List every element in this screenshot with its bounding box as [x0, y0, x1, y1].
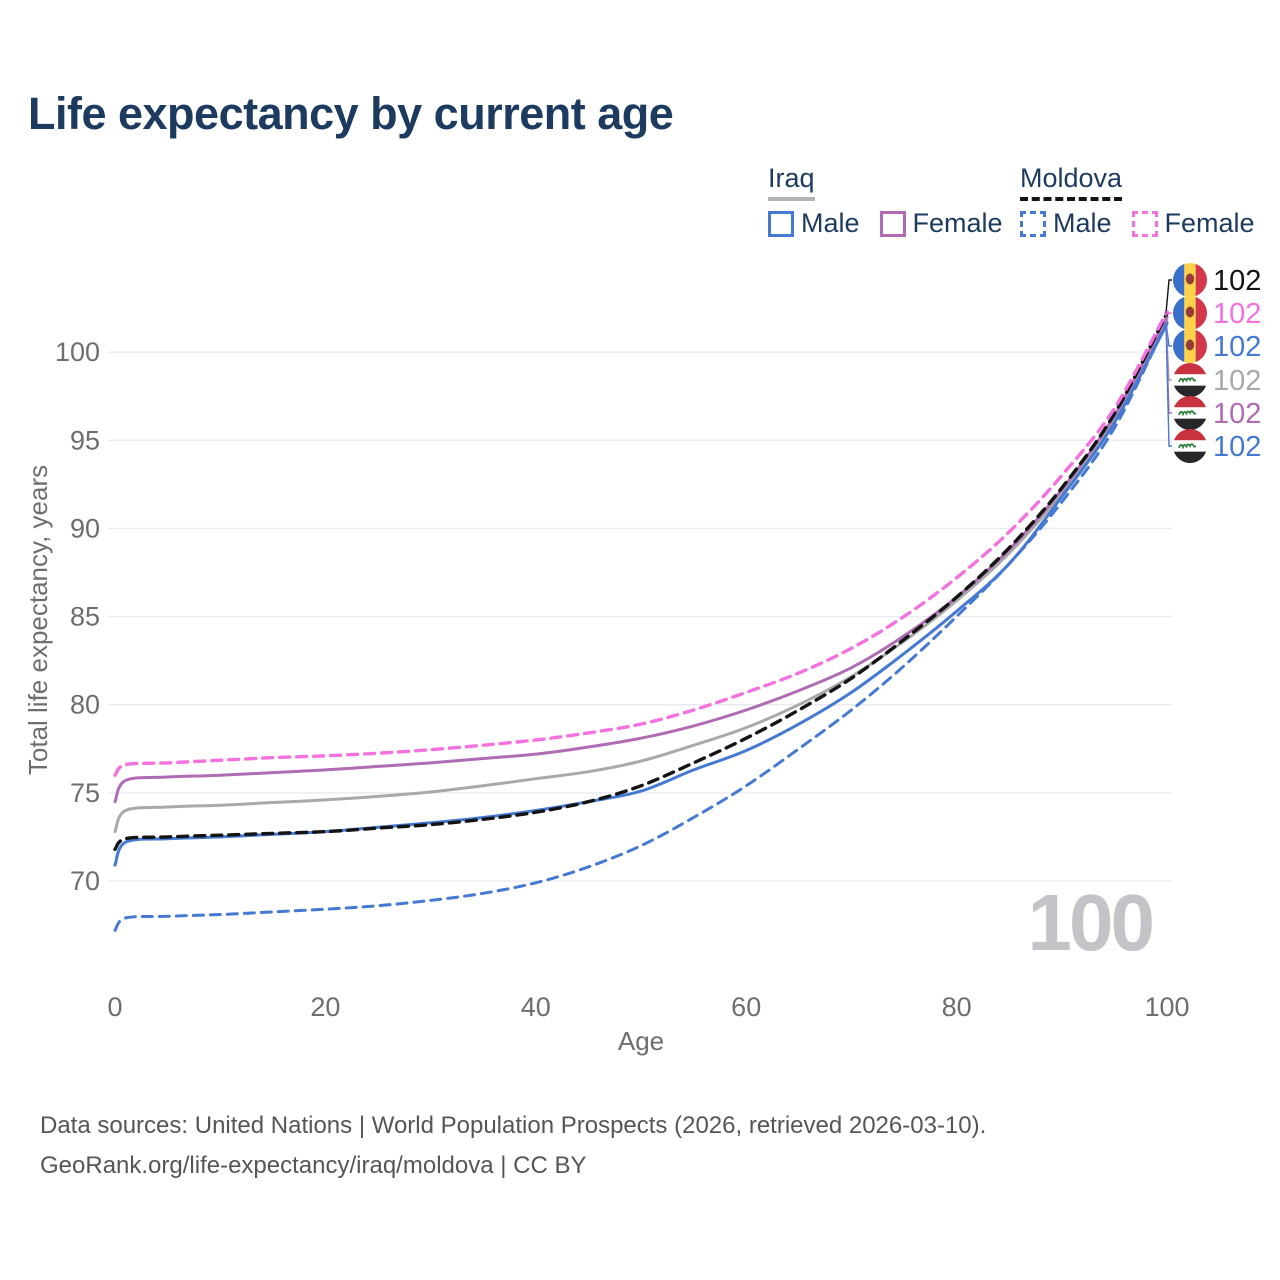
attribution-line: GeoRank.org/life-expectancy/iraq/moldova…	[40, 1152, 587, 1179]
series-line-iraq_female	[113, 315, 1169, 804]
legend-header-moldova: Moldova	[1020, 163, 1123, 201]
legend-item-label: Male	[801, 208, 860, 238]
series-line-moldova_female	[113, 309, 1169, 777]
end-label-value: 102	[1213, 265, 1261, 297]
series-line-moldova_male	[113, 320, 1169, 932]
legend-item-moldova-male[interactable]: Male	[1020, 208, 1112, 239]
legend-item-label: Female	[1164, 208, 1255, 238]
end-label-value: 102	[1213, 298, 1261, 330]
x-axis-ticks: 0 20 40 60 80 100	[107, 992, 1189, 1022]
iraq-flag-icon	[1173, 363, 1207, 397]
legend-item-label: Female	[912, 208, 1003, 238]
y-tick-label: 90	[70, 513, 100, 543]
leader-line-moldova_total	[1165, 279, 1172, 314]
y-tick-label: 75	[70, 778, 100, 808]
end-label-value: 102	[1213, 398, 1261, 430]
moldova-female-swatch-icon	[1131, 210, 1158, 237]
x-tick-label: 60	[731, 992, 761, 1022]
end-label-row-iraq_female: 102	[1173, 396, 1261, 430]
legend-header-iraq: Iraq	[768, 163, 815, 201]
y-tick-label: 70	[70, 866, 100, 896]
gridlines	[108, 351, 1172, 882]
legend-group-iraq: Iraq Male Female	[768, 163, 1003, 239]
series-lines	[113, 309, 1169, 932]
end-label-row-moldova_male: 102	[1173, 329, 1261, 363]
y-tick-label: 80	[70, 690, 100, 720]
series-line-iraq_male	[113, 322, 1169, 867]
iraq-flag-icon	[1173, 429, 1207, 463]
legend-item-label: Male	[1053, 208, 1112, 238]
age-watermark: 100	[1028, 878, 1153, 967]
data-source-line: Data sources: United Nations | World Pop…	[40, 1112, 987, 1139]
footer: Data sources: United Nations | World Pop…	[40, 1106, 986, 1186]
x-tick-label: 100	[1144, 992, 1189, 1022]
legend-group-moldova: Moldova Male Female	[1020, 163, 1255, 239]
y-tick-label: 85	[70, 602, 100, 632]
x-tick-label: 0	[107, 992, 122, 1022]
y-axis-title: Total life expectancy, years	[23, 465, 53, 775]
legend-item-moldova-female[interactable]: Female	[1131, 208, 1255, 239]
y-tick-label: 100	[55, 337, 100, 367]
iraq-female-swatch-icon	[879, 210, 906, 237]
moldova-flag-icon	[1173, 296, 1207, 330]
series-line-iraq_total	[113, 317, 1169, 834]
end-label-row-iraq_male: 102	[1173, 429, 1261, 463]
moldova-flag-icon	[1173, 329, 1207, 363]
x-axis-title: Age	[618, 1026, 664, 1056]
x-tick-label: 20	[310, 992, 340, 1022]
leader-line-iraq_male	[1165, 323, 1172, 447]
page-title: Life expectancy by current age	[28, 88, 674, 139]
x-tick-label: 80	[942, 992, 972, 1022]
series-line-moldova_total	[113, 311, 1169, 851]
moldova-male-swatch-icon	[1020, 210, 1046, 237]
moldova-flag-icon	[1173, 263, 1207, 297]
end-label-row-moldova_total: 102	[1173, 263, 1261, 297]
end-label-value: 102	[1213, 331, 1261, 363]
iraq-male-swatch-icon	[768, 210, 794, 237]
end-label-value: 102	[1213, 365, 1261, 397]
y-axis-ticks: 70 75 80 85 90 95 100	[55, 337, 100, 896]
leader-line-moldova_female	[1165, 310, 1172, 314]
leader-lines	[1165, 279, 1172, 447]
y-tick-label: 95	[70, 425, 100, 455]
end-label-row-moldova_female: 102	[1173, 296, 1261, 330]
legend-item-iraq-male[interactable]: Male	[768, 208, 860, 239]
x-tick-label: 40	[521, 992, 551, 1022]
legend-item-iraq-female[interactable]: Female	[879, 208, 1003, 239]
end-label-value: 102	[1213, 431, 1261, 463]
iraq-flag-icon	[1173, 396, 1207, 430]
end-label-row-iraq_total: 102	[1173, 363, 1261, 397]
